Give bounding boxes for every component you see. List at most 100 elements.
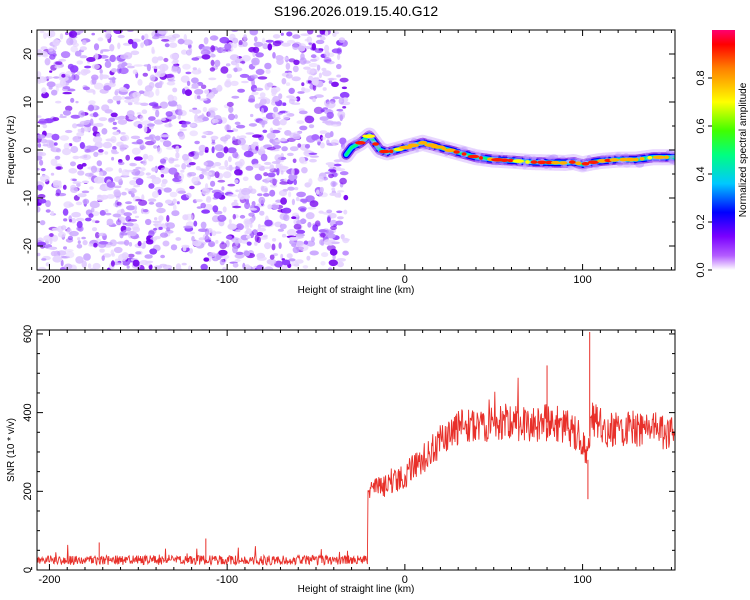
noise-speckle-blob	[77, 240, 81, 245]
noise-speckle-blob	[276, 168, 280, 176]
noise-speckle-blob	[300, 33, 310, 36]
noise-speckle-blob	[113, 30, 123, 34]
noise-speckle-blob	[306, 255, 311, 261]
noise-speckle-blob	[131, 187, 137, 194]
noise-speckle-blob	[152, 35, 160, 40]
noise-speckle-blob	[305, 212, 315, 220]
noise-speckle-blob	[94, 52, 99, 60]
noise-speckle-blob	[93, 43, 100, 51]
noise-speckle-blob	[93, 151, 99, 157]
noise-speckle-blob	[113, 246, 123, 254]
noise-speckle-blob	[155, 202, 163, 208]
noise-speckle-blob	[148, 116, 156, 121]
noise-speckle-blob	[308, 63, 318, 68]
noise-speckle-blob	[281, 259, 291, 266]
noise-speckle-blob	[300, 198, 309, 203]
ridge-peak-mark	[512, 159, 525, 163]
noise-speckle-blob	[338, 37, 346, 43]
noise-speckle-blob	[272, 253, 279, 257]
noise-speckle-blob	[106, 218, 114, 226]
noise-speckle-blob	[292, 158, 297, 164]
noise-speckle-blob	[118, 161, 125, 166]
noise-speckle-blob	[298, 45, 306, 52]
noise-speckle-blob	[176, 187, 186, 195]
noise-speckle-blob	[75, 201, 83, 206]
ridge-speckle	[669, 150, 675, 155]
noise-speckle-blob	[246, 241, 252, 246]
noise-speckle-blob	[62, 86, 71, 90]
noise-speckle-blob	[160, 167, 170, 174]
noise-speckle-blob	[62, 91, 72, 95]
noise-speckle-blob	[113, 189, 121, 197]
ridge-speckle	[567, 157, 576, 161]
noise-speckle-blob	[55, 148, 62, 153]
noise-speckle-blob	[171, 66, 181, 73]
noise-speckle-blob	[46, 81, 56, 88]
noise-speckle-blob	[235, 251, 244, 255]
noise-speckle-blob	[245, 235, 252, 239]
noise-speckle-blob	[295, 196, 300, 202]
noise-speckle-blob	[198, 144, 207, 152]
noise-speckle-blob	[67, 88, 76, 92]
noise-speckle-blob	[41, 87, 47, 94]
noise-speckle-blob	[316, 138, 322, 143]
noise-speckle-blob	[292, 65, 299, 73]
noise-speckle-blob	[309, 250, 319, 256]
noise-speckle-blob	[292, 34, 301, 39]
noise-speckle-blob	[329, 248, 338, 256]
noise-speckle-blob	[194, 140, 200, 145]
noise-speckle-blob	[297, 143, 302, 148]
noise-speckle-blob	[180, 75, 190, 83]
noise-speckle-blob	[177, 175, 182, 179]
x-tick-label: -100	[216, 574, 238, 586]
noise-speckle-blob	[120, 132, 126, 135]
noise-speckle-blob	[343, 194, 349, 201]
noise-speckle-blob	[52, 255, 63, 263]
noise-speckle-blob	[100, 50, 104, 54]
noise-speckle-blob	[139, 115, 144, 122]
noise-speckle-blob	[307, 30, 314, 35]
noise-speckle-blob	[118, 167, 123, 173]
noise-speckle-blob	[37, 155, 43, 161]
noise-speckle-blob	[259, 146, 265, 151]
noise-speckle-blob	[266, 82, 274, 88]
noise-speckle-blob	[282, 188, 289, 192]
noise-speckle-blob	[336, 63, 342, 70]
noise-speckle-blob	[243, 34, 248, 42]
noise-speckle-blob	[70, 114, 81, 119]
noise-speckle-blob	[43, 235, 52, 242]
noise-speckle-blob	[226, 129, 234, 133]
noise-speckle-blob	[254, 36, 258, 42]
noise-speckle-blob	[337, 216, 344, 220]
noise-speckle-blob	[114, 176, 123, 183]
noise-speckle-blob	[165, 222, 169, 226]
noise-speckle-blob	[208, 77, 217, 81]
noise-speckle-blob	[147, 123, 155, 127]
noise-speckle-blob	[258, 120, 268, 125]
noise-speckle-blob	[40, 168, 46, 172]
noise-speckle-blob	[322, 120, 332, 124]
noise-speckle-blob	[190, 86, 199, 89]
noise-speckle-blob	[294, 187, 299, 191]
noise-speckle-blob	[51, 133, 60, 141]
noise-speckle-blob	[315, 39, 325, 45]
ridge-speckle	[365, 131, 374, 134]
noise-speckle-blob	[118, 67, 129, 75]
noise-speckle-blob	[289, 132, 297, 138]
noise-speckle-blob	[126, 265, 130, 269]
noise-speckle-blob	[131, 168, 141, 176]
ridge-peak-mark	[558, 161, 568, 165]
noise-speckle-blob	[191, 77, 199, 84]
noise-speckle-blob	[172, 87, 178, 93]
colorbar-tick-label: 0.6	[695, 118, 707, 133]
ridge-peak-mark	[479, 156, 483, 160]
noise-speckle-blob	[65, 31, 69, 36]
noise-speckle-blob	[294, 259, 304, 264]
noise-speckle-blob	[182, 214, 189, 221]
noise-speckle-blob	[111, 68, 118, 73]
noise-speckle-blob	[153, 227, 158, 231]
noise-speckle-blob	[158, 63, 169, 72]
noise-speckle-blob	[317, 176, 325, 182]
noise-speckle-blob	[198, 174, 205, 180]
